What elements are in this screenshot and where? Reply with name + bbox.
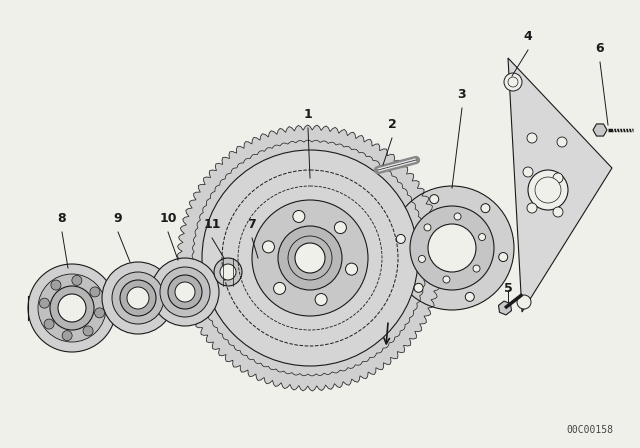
Circle shape [58, 294, 86, 322]
Circle shape [508, 77, 518, 87]
Circle shape [51, 280, 61, 290]
Circle shape [214, 258, 242, 286]
Circle shape [90, 287, 100, 297]
Text: 9: 9 [114, 212, 122, 225]
Circle shape [151, 258, 219, 326]
Circle shape [28, 264, 116, 352]
Circle shape [220, 264, 236, 280]
Text: 3: 3 [458, 88, 467, 101]
Circle shape [346, 263, 358, 275]
Circle shape [517, 295, 531, 309]
Circle shape [553, 207, 563, 217]
Circle shape [479, 233, 486, 241]
Circle shape [390, 186, 514, 310]
Text: 00C00158: 00C00158 [566, 425, 614, 435]
Circle shape [168, 275, 202, 309]
Circle shape [273, 282, 285, 294]
Circle shape [72, 276, 82, 285]
Circle shape [40, 298, 49, 308]
Text: 11: 11 [204, 218, 221, 231]
Circle shape [83, 326, 93, 336]
Circle shape [202, 150, 418, 366]
Circle shape [252, 200, 368, 316]
Text: 6: 6 [596, 42, 604, 55]
Text: 10: 10 [159, 212, 177, 225]
Text: 1: 1 [303, 108, 312, 121]
Polygon shape [177, 125, 443, 391]
Circle shape [473, 265, 480, 272]
Circle shape [335, 222, 346, 233]
Text: 8: 8 [58, 212, 67, 225]
Text: 4: 4 [524, 30, 532, 43]
Circle shape [44, 319, 54, 329]
Circle shape [527, 203, 537, 213]
Circle shape [127, 287, 149, 309]
Polygon shape [593, 124, 607, 136]
Circle shape [443, 276, 450, 283]
Circle shape [410, 206, 494, 290]
Circle shape [315, 293, 327, 306]
Circle shape [527, 133, 537, 143]
Circle shape [262, 241, 275, 253]
Circle shape [293, 211, 305, 223]
Circle shape [523, 167, 533, 177]
Circle shape [499, 253, 508, 262]
Circle shape [62, 331, 72, 340]
Text: 5: 5 [504, 282, 513, 295]
Circle shape [557, 137, 567, 147]
Polygon shape [508, 58, 612, 312]
Text: 2: 2 [388, 118, 396, 131]
Circle shape [120, 280, 156, 316]
Circle shape [428, 224, 476, 272]
Circle shape [481, 204, 490, 213]
Circle shape [278, 226, 342, 290]
Circle shape [38, 274, 106, 342]
Circle shape [414, 283, 423, 293]
Circle shape [95, 308, 104, 318]
Circle shape [424, 224, 431, 231]
Circle shape [112, 272, 164, 324]
Circle shape [454, 213, 461, 220]
Polygon shape [499, 301, 511, 315]
Circle shape [419, 255, 426, 263]
Text: 7: 7 [248, 218, 257, 231]
Circle shape [504, 73, 522, 91]
Circle shape [528, 170, 568, 210]
Circle shape [535, 177, 561, 203]
Circle shape [396, 234, 405, 243]
Circle shape [553, 173, 563, 183]
Circle shape [175, 282, 195, 302]
Circle shape [102, 262, 174, 334]
Circle shape [465, 293, 474, 302]
Circle shape [295, 243, 325, 273]
Circle shape [50, 286, 94, 330]
Circle shape [160, 267, 210, 317]
Circle shape [429, 194, 438, 204]
